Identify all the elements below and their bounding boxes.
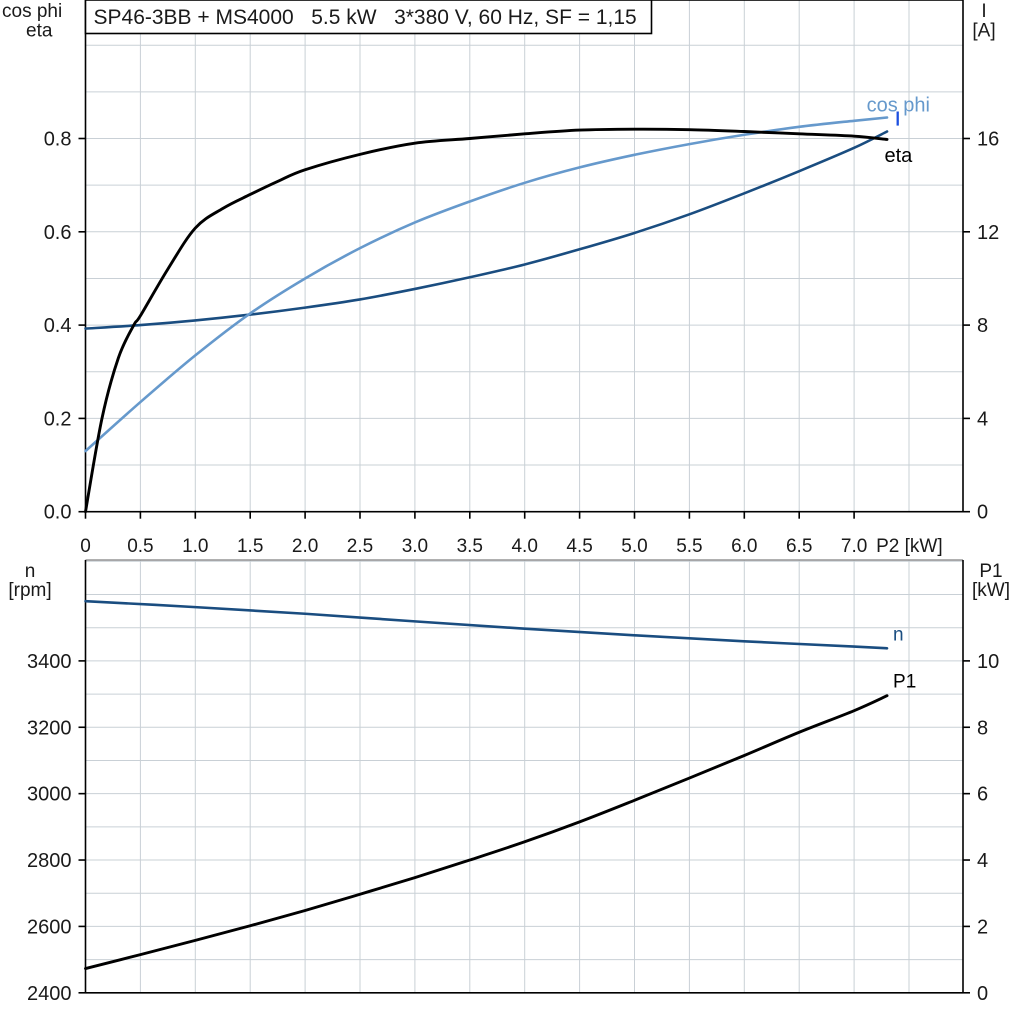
svg-text:6.5: 6.5	[786, 536, 812, 557]
svg-text:2600: 2600	[27, 916, 72, 938]
svg-text:2800: 2800	[27, 850, 72, 872]
svg-text:P1: P1	[893, 672, 916, 693]
svg-text:[kW]: [kW]	[972, 580, 1010, 601]
svg-text:0.0: 0.0	[44, 502, 72, 524]
svg-text:n: n	[893, 624, 904, 645]
svg-text:8: 8	[977, 717, 988, 739]
svg-text:3400: 3400	[27, 651, 72, 673]
svg-text:eta: eta	[885, 145, 914, 167]
svg-text:12: 12	[977, 222, 999, 244]
svg-text:5.5: 5.5	[676, 536, 702, 557]
svg-text:I: I	[981, 1, 986, 22]
svg-text:16: 16	[977, 129, 999, 151]
svg-text:2.0: 2.0	[292, 536, 318, 557]
svg-text:0: 0	[977, 983, 988, 1005]
svg-text:1.5: 1.5	[237, 536, 263, 557]
svg-text:0.2: 0.2	[44, 408, 72, 430]
svg-text:P2 [kW]: P2 [kW]	[876, 536, 943, 557]
svg-text:SP46-3BB + MS4000 5.5 kW 3: SP46-3BB + MS4000 5.5 kW 3*380 V, 60 Hz,…	[94, 6, 637, 29]
svg-text:2400: 2400	[27, 983, 72, 1005]
svg-text:3.5: 3.5	[457, 536, 483, 557]
svg-text:10: 10	[977, 651, 999, 673]
svg-text:5.0: 5.0	[621, 536, 647, 557]
svg-text:0: 0	[977, 502, 988, 524]
svg-text:4: 4	[977, 408, 988, 430]
svg-text:2: 2	[977, 916, 988, 938]
svg-text:4: 4	[977, 850, 988, 872]
svg-text:8: 8	[977, 315, 988, 337]
svg-text:6: 6	[977, 784, 988, 806]
svg-text:0.6: 0.6	[44, 222, 72, 244]
svg-text:3200: 3200	[27, 717, 72, 739]
svg-text:3.0: 3.0	[402, 536, 428, 557]
svg-text:eta: eta	[26, 21, 53, 42]
svg-text:6.0: 6.0	[731, 536, 757, 557]
svg-text:cos phi: cos phi	[2, 1, 62, 22]
svg-text:7.0: 7.0	[841, 536, 867, 557]
svg-text:[rpm]: [rpm]	[8, 580, 51, 601]
svg-text:2.5: 2.5	[347, 536, 373, 557]
svg-text:4.0: 4.0	[511, 536, 537, 557]
svg-text:0.4: 0.4	[44, 315, 72, 337]
svg-text:0.8: 0.8	[44, 129, 72, 151]
svg-text:3000: 3000	[27, 784, 72, 806]
svg-text:1.0: 1.0	[182, 536, 208, 557]
svg-text:0.5: 0.5	[127, 536, 153, 557]
svg-text:4.5: 4.5	[566, 536, 592, 557]
svg-text:0: 0	[80, 536, 91, 557]
svg-text:[A]: [A]	[972, 21, 995, 42]
